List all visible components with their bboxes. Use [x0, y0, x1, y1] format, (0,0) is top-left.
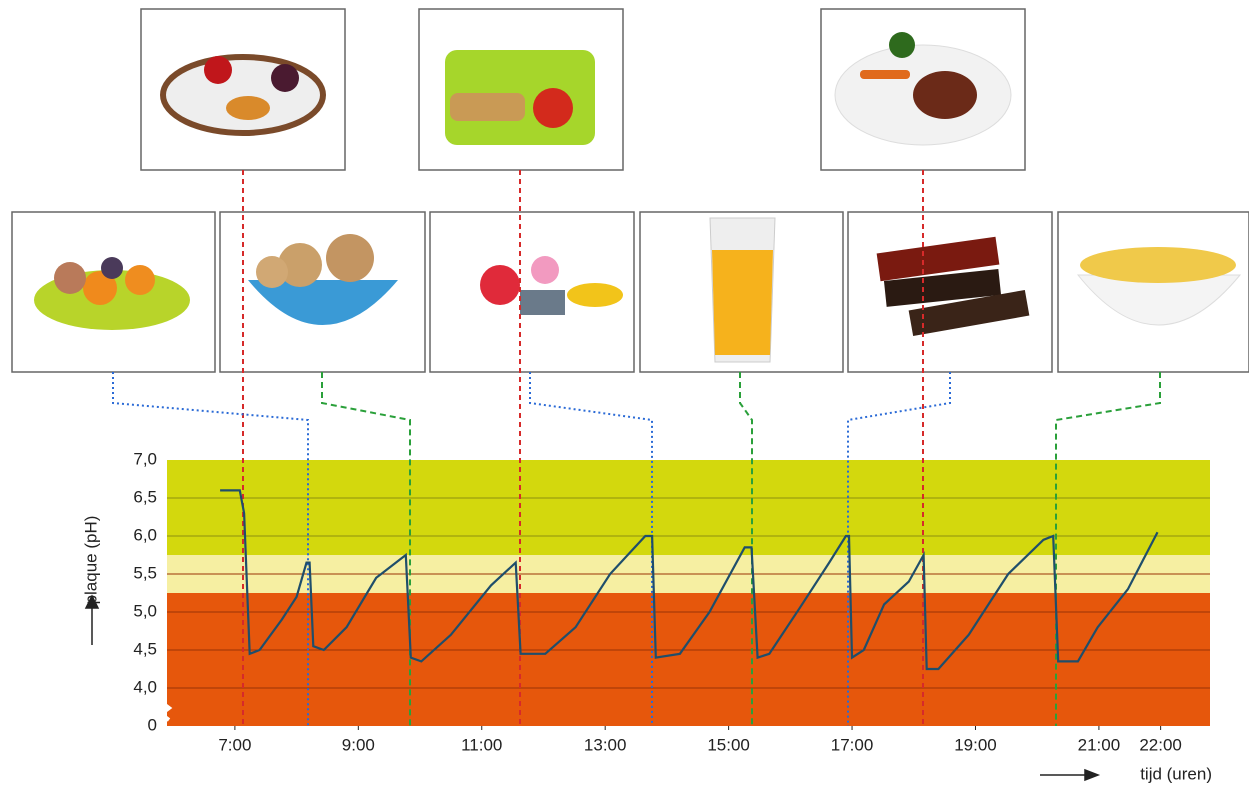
axis-break	[157, 700, 173, 722]
bowl	[248, 280, 398, 325]
ph-band	[167, 460, 1210, 555]
x-tick-label: 21:00	[1078, 735, 1121, 754]
y-tick-label: 4,0	[133, 677, 157, 696]
plot	[157, 460, 1210, 726]
chips-connector	[1055, 372, 1161, 726]
y-tick-label: 0	[148, 715, 157, 734]
candy	[480, 265, 520, 305]
orange	[125, 265, 155, 295]
x-axis-title: tijd (uren)	[1140, 764, 1212, 783]
carrot	[860, 70, 910, 79]
plum	[101, 257, 123, 279]
orange	[83, 271, 117, 305]
peach	[54, 262, 86, 294]
x-tick-label: 17:00	[831, 735, 874, 754]
cookie	[326, 234, 374, 282]
y-tick-label: 6,5	[133, 487, 157, 506]
sandwich	[450, 93, 525, 121]
y-tick-label: 5,0	[133, 601, 157, 620]
cookies-connector	[321, 372, 411, 726]
broccoli	[889, 32, 915, 58]
chips	[1080, 247, 1236, 283]
mars-bar	[883, 269, 1002, 307]
fruit-connector	[112, 372, 309, 726]
banana-candy	[567, 283, 623, 307]
candybars-connector	[847, 372, 951, 726]
ph-band	[167, 593, 1210, 726]
y-tick-label: 4,5	[133, 639, 157, 658]
y-tick-label: 7,0	[133, 449, 157, 468]
x-tick-label: 11:00	[461, 735, 502, 754]
candy-connector	[529, 372, 653, 726]
y-axis-title: plaque (pH)	[81, 516, 100, 605]
croissant	[226, 96, 270, 120]
snickers-bar	[908, 289, 1030, 337]
apple	[533, 88, 573, 128]
twix-bar	[876, 236, 1000, 282]
food-pictures	[11, 8, 1249, 373]
ph-line	[220, 489, 1159, 671]
x-tick-label: 19:00	[954, 735, 997, 754]
cookie	[278, 243, 322, 287]
juice	[712, 250, 773, 355]
axes: plaque (pH) tijd (uren) 0 4,0 4,5 5,0 5,5 6,0…	[81, 449, 1212, 783]
tray	[160, 54, 326, 136]
y-tick-label: 6,0	[133, 525, 157, 544]
x-axis-arrow	[1040, 768, 1101, 782]
meat	[913, 71, 977, 119]
x-tick-label: 9:00	[342, 735, 375, 754]
x-tick-label: 13:00	[584, 735, 627, 754]
cup	[204, 56, 232, 84]
candy	[531, 256, 559, 284]
berries	[271, 64, 299, 92]
y-axis-arrow	[84, 594, 100, 645]
x-tick-label: 7:00	[218, 735, 251, 754]
bowl	[1076, 274, 1242, 326]
x-tick-label: 22:00	[1139, 735, 1182, 754]
x-tick-label: 15:00	[707, 735, 750, 754]
y-tick-label: 5,5	[133, 563, 157, 582]
cookie	[256, 256, 288, 288]
licorice	[520, 290, 565, 315]
